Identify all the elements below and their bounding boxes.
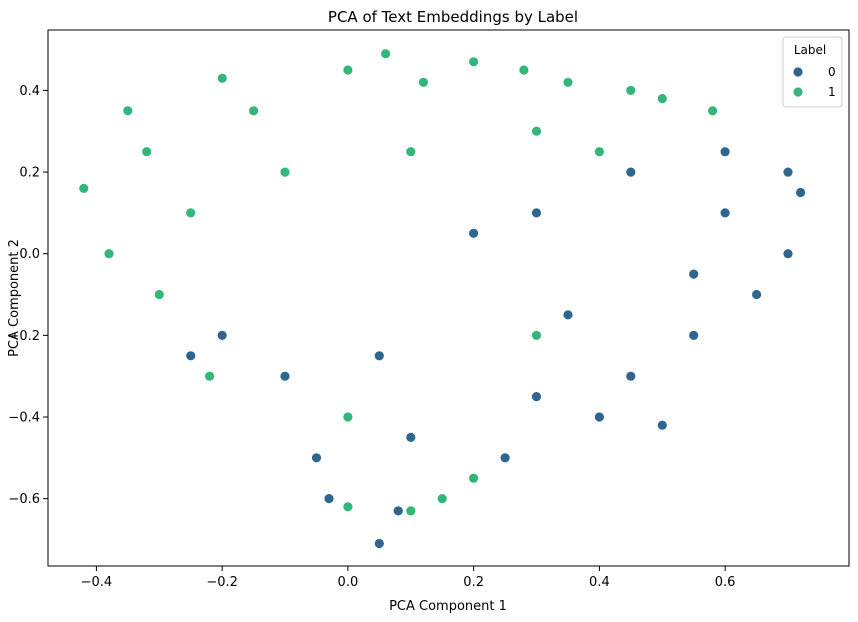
- x-tick-label: −0.4: [81, 575, 113, 590]
- y-tick-label: −0.6: [8, 492, 40, 507]
- x-axis: −0.4 −0.2 0.0 0.2 0.4 0.6: [81, 566, 736, 590]
- y-tick-label: 0.0: [19, 247, 40, 262]
- point-label-0-23: [688, 268, 700, 280]
- point-label-0-4: [499, 452, 511, 464]
- plot-frame: [47, 29, 850, 567]
- point-label-1-24: [141, 146, 153, 158]
- point-label-1-18: [279, 166, 291, 178]
- point-label-0-12: [625, 166, 637, 178]
- point-label-0-14: [468, 227, 480, 239]
- legend-marker-1: [792, 86, 804, 98]
- y-axis: −0.6 −0.4 −0.2 0.0 0.2 0.4: [8, 84, 48, 507]
- point-label-1-9: [103, 248, 115, 260]
- point-label-0-5: [594, 411, 605, 423]
- point-label-1-21: [625, 85, 637, 96]
- point-label-1-6: [562, 76, 574, 88]
- point-label-1-25: [531, 329, 542, 341]
- x-tick-label: 0.4: [589, 575, 610, 590]
- point-label-0-15: [279, 370, 291, 382]
- point-label-0-7: [751, 289, 762, 300]
- point-label-1-7: [656, 93, 668, 104]
- point-label-0-6: [688, 329, 700, 341]
- points-layer: [78, 48, 806, 549]
- y-tick-label: −0.2: [8, 329, 40, 344]
- x-tick-label: 0.0: [338, 575, 359, 590]
- point-label-0-11: [719, 146, 731, 158]
- point-label-0-13: [531, 207, 542, 219]
- point-label-0-17: [185, 350, 197, 362]
- point-label-0-2: [323, 493, 335, 505]
- point-label-1-22: [248, 105, 260, 117]
- point-label-1-13: [342, 501, 354, 513]
- point-label-1-19: [185, 207, 197, 219]
- point-label-1-27: [468, 472, 480, 484]
- point-label-1-20: [518, 64, 530, 76]
- y-axis-label: PCA Component 2: [7, 239, 22, 357]
- point-label-0-26: [373, 350, 385, 362]
- point-label-1-16: [531, 125, 542, 137]
- point-label-0-22: [625, 370, 637, 382]
- x-axis-label: PCA Component 1: [389, 599, 507, 614]
- legend-marker-0: [792, 66, 804, 78]
- point-label-0-16: [216, 329, 228, 341]
- legend-label-0: 0: [828, 65, 836, 79]
- x-tick-label: −0.2: [206, 575, 238, 590]
- point-label-0-20: [405, 431, 417, 443]
- point-label-1-1: [78, 182, 90, 194]
- x-tick-label: 0.6: [715, 575, 736, 590]
- point-label-0-19: [311, 452, 322, 464]
- point-label-1-0: [380, 48, 392, 60]
- y-tick-label: −0.4: [8, 410, 40, 425]
- point-label-0-8: [782, 248, 794, 260]
- point-label-1-15: [594, 146, 605, 158]
- point-label-1-23: [417, 76, 429, 88]
- point-label-1-5: [468, 56, 480, 68]
- legend-title: Label: [794, 43, 826, 57]
- point-label-0-9: [795, 187, 806, 198]
- legend: Label 0 1: [782, 36, 843, 108]
- x-tick-label: 0.2: [463, 575, 484, 590]
- point-label-1-14: [436, 493, 448, 505]
- point-label-0-18: [392, 505, 404, 517]
- point-label-1-26: [342, 411, 354, 423]
- point-label-0-25: [562, 309, 574, 321]
- chart-title: PCA of Text Embeddings by Label: [328, 8, 578, 26]
- point-label-1-12: [405, 505, 417, 517]
- point-label-0-10: [782, 166, 794, 178]
- point-label-1-3: [216, 72, 228, 84]
- point-label-1-4: [342, 64, 354, 76]
- point-label-1-11: [204, 370, 216, 382]
- y-tick-label: 0.4: [19, 84, 40, 99]
- point-label-1-17: [405, 146, 417, 158]
- y-tick-label: 0.2: [19, 166, 40, 181]
- legend-label-1: 1: [828, 85, 836, 99]
- point-label-0-24: [719, 207, 731, 219]
- point-label-0-1: [656, 419, 668, 431]
- point-label-0-0: [373, 538, 385, 549]
- point-label-0-21: [531, 391, 542, 403]
- point-label-1-8: [707, 105, 718, 117]
- point-label-1-2: [122, 105, 134, 117]
- point-label-1-10: [153, 289, 165, 300]
